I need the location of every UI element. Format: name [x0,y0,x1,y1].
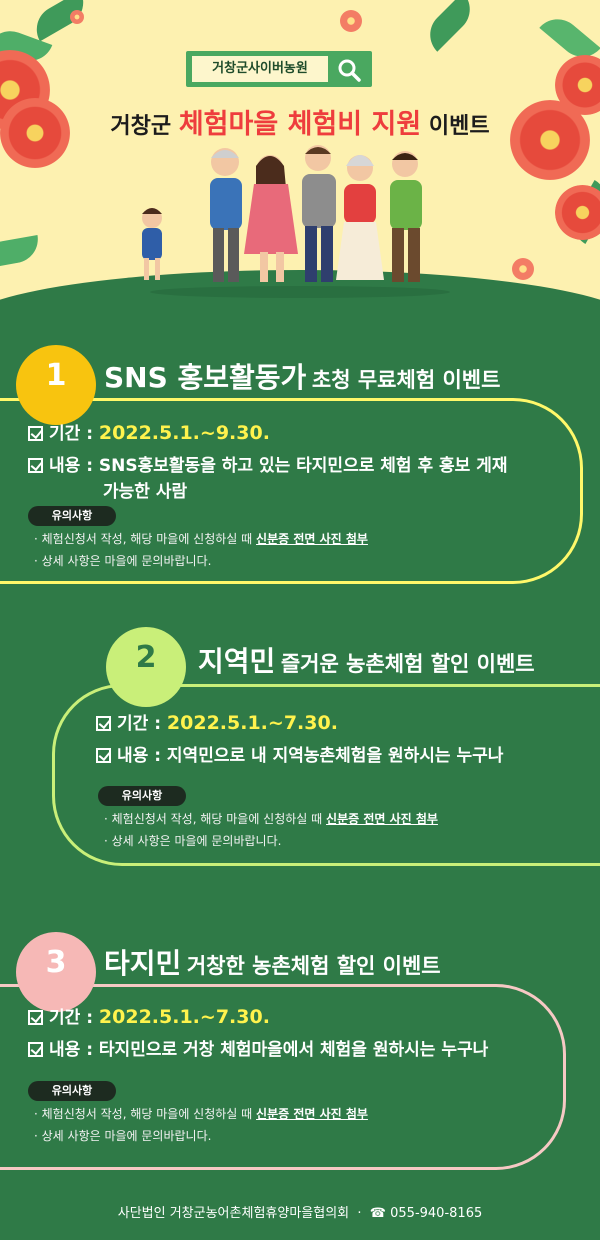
content-label: 내용 : [49,1040,93,1060]
event-card-2 [52,684,600,866]
period-row-1: 기간 : 2022.5.1.~9.30. [28,419,270,444]
section-title-small-2: 즐거운 농촌체험 할인 이벤트 [280,652,535,676]
content-row-1-line2: 가능한 사람 [103,482,188,502]
check-icon [96,716,111,731]
flower-decoration [70,10,84,24]
content-row-3: 내용 : 타지민으로 거창 체험마을에서 체험을 원하시는 누구나 [28,1035,488,1060]
note-emphasis: 신분증 전면 사진 첨부 [256,1107,368,1121]
content-label: 내용 : [117,746,161,766]
note-3-line1: · 체험신청서 작성, 해당 마을에 신청하실 때 신분증 전면 사진 첨부 [34,1105,368,1122]
check-icon [28,1010,43,1025]
section-number-badge-3: 3 [16,932,96,1012]
content-label: 내용 : [49,456,93,476]
period-row-2: 기간 : 2022.5.1.~7.30. [96,709,338,734]
flower-decoration [340,10,362,32]
note-tag-2: 유의사항 [98,786,186,806]
hero-title-suffix: 이벤트 [428,114,490,139]
period-label: 기간 : [49,1008,93,1028]
footer-phone[interactable]: 055-940-8165 [390,1206,483,1221]
section-title-big-2: 지역민 [198,645,276,678]
footer: 사단법인 거창군농어촌체험휴양마을협의회 · ☎ 055-940-8165 [0,1202,600,1221]
hero-banner: 거창군사이버농원 거창군 체험마을 체험비 지원 이벤트 [0,0,600,330]
search-box[interactable]: 거창군사이버농원 [186,51,372,87]
period-row-3: 기간 : 2022.5.1.~7.30. [28,1003,270,1028]
content-value: SNS홍보활동을 하고 있는 타지민으로 체험 후 홍보 게재 [98,456,508,476]
section-title-big-3: 타지민 [104,947,182,980]
section-number-badge-2: 2 [106,627,186,707]
note-emphasis: 신분증 전면 사진 첨부 [326,812,438,826]
note-1-line2: · 상세 사항은 마을에 문의바랍니다. [34,554,212,568]
period-label: 기간 : [49,424,93,444]
note-3-line2: · 상세 사항은 마을에 문의바랍니다. [34,1129,212,1143]
note-text: · 체험신청서 작성, 해당 마을에 신청하실 때 [34,1107,253,1121]
leaf-decoration [420,0,480,52]
section-title-1: SNS 홍보활동가 초청 무료체험 이벤트 [104,356,500,396]
check-icon [96,748,111,763]
note-tag-3: 유의사항 [28,1081,116,1101]
note-2-line2: · 상세 사항은 마을에 문의바랍니다. [104,834,282,848]
period-value: 2022.5.1.~7.30. [98,1006,270,1028]
section-title-3: 타지민 거창한 농촌체험 할인 이벤트 [104,942,441,982]
note-2-line1: · 체험신청서 작성, 해당 마을에 신청하실 때 신분증 전면 사진 첨부 [104,810,438,827]
search-label[interactable]: 거창군사이버농원 [192,56,328,82]
flower-decoration [0,98,70,168]
period-value: 2022.5.1.~7.30. [166,712,338,734]
check-icon [28,1042,43,1057]
hero-ground [0,270,600,330]
hero-title-accent: 체험마을 체험비 지원 [178,109,422,140]
section-title-2: 지역민 즐거운 농촌체험 할인 이벤트 [198,640,535,680]
period-label: 기간 : [117,714,161,734]
search-icon[interactable] [336,57,362,83]
event-card-1 [0,398,583,584]
flower-decoration [512,258,534,280]
check-icon [28,426,43,441]
period-value: 2022.5.1.~9.30. [98,422,270,444]
content-value: 타지민으로 거창 체험마을에서 체험을 원하시는 누구나 [98,1040,489,1060]
section-title-small-3: 거창한 농촌체험 할인 이벤트 [186,954,441,978]
check-icon [28,458,43,473]
section-title-big-1: SNS 홍보활동가 [104,361,307,394]
flower-decoration [555,185,600,240]
note-1-line1: · 체험신청서 작성, 해당 마을에 신청하실 때 신분증 전면 사진 첨부 [34,530,368,547]
footer-org: 사단법인 거창군농어촌체험휴양마을협의회 [117,1206,350,1221]
flower-decoration [555,55,600,115]
leaf-decoration [0,234,42,270]
hero-title: 거창군 체험마을 체험비 지원 이벤트 [0,102,600,141]
footer-separator: · [357,1206,362,1221]
note-emphasis: 신분증 전면 사진 첨부 [256,532,368,546]
note-text: · 체험신청서 작성, 해당 마을에 신청하실 때 [34,532,253,546]
content-value: 지역민으로 내 지역농촌체험을 원하시는 누구나 [166,746,504,766]
content-row-2: 내용 : 지역민으로 내 지역농촌체험을 원하시는 누구나 [96,741,503,766]
section-number-badge-1: 1 [16,345,96,425]
event-card-3 [0,984,566,1170]
note-text: · 체험신청서 작성, 해당 마을에 신청하실 때 [104,812,323,826]
content-row-1: 내용 : SNS홍보활동을 하고 있는 타지민으로 체험 후 홍보 게재 [28,451,508,476]
hero-title-prefix: 거창군 [110,114,172,139]
family-illustration [142,145,450,298]
note-tag-1: 유의사항 [28,506,116,526]
phone-icon: ☎ [369,1206,386,1221]
section-title-small-1: 초청 무료체험 이벤트 [311,368,501,392]
